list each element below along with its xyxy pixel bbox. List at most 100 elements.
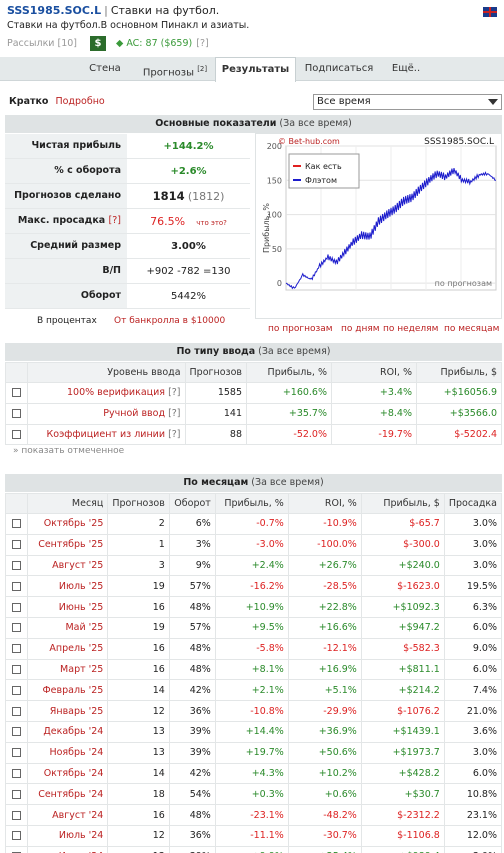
table-row: Июль '24 12 36% -11.1% -30.7% $-1106.8 12.0% xyxy=(5,824,503,847)
chart-link-weeks[interactable]: по неделям xyxy=(383,324,439,334)
show-selected-link[interactable]: » показать отмеченное xyxy=(13,446,125,456)
chart-link-forecasts[interactable]: по прогнозам xyxy=(268,324,333,334)
tab-more[interactable]: Ещё.. xyxy=(391,63,421,74)
month-cell[interactable]: Октябрь '24 xyxy=(26,762,109,785)
month-cell[interactable]: Сентябрь '24 xyxy=(26,783,109,806)
table-row: Август '24 16 48% -23.1% -48.2% $-2312.2 23.1% xyxy=(5,804,503,826)
bankroll-link[interactable]: От банкролла в $10000 xyxy=(114,316,226,326)
y-tick-label: 50 xyxy=(272,245,282,254)
what-is-it-link[interactable]: что это? xyxy=(196,218,227,227)
ac-stat: ◆ AC: 87 ($659) xyxy=(116,37,193,49)
profit-chart: 0 50 100 150 200 Прибыль, % SSS1985.SOC.L © Bet… xyxy=(255,133,502,319)
table-row: Сентябрь '24 18 54% +0.3% +0.6% +$30.7 10.8% xyxy=(5,783,503,806)
row-checkbox[interactable] xyxy=(12,789,21,799)
row-checkbox[interactable] xyxy=(12,664,21,674)
row-checkbox[interactable] xyxy=(12,768,21,778)
month-cell[interactable]: Сентябрь '25 xyxy=(26,533,109,556)
row-checkbox[interactable] xyxy=(12,540,21,550)
stat-turnover: Оборот 5442% xyxy=(5,284,250,309)
types-header: По типу ввода (За все время) xyxy=(5,343,502,361)
mode-detailed[interactable]: Подробно xyxy=(55,96,105,107)
profile-name[interactable]: SSS1985.SOC.L xyxy=(7,4,102,17)
tab-results[interactable]: Результаты xyxy=(215,57,296,82)
table-row: Сентябрь '25 1 3% -3.0% -100.0% $-300.0 3.0% xyxy=(5,533,503,556)
row-checkbox[interactable] xyxy=(12,429,21,439)
row-checkbox[interactable] xyxy=(12,644,21,654)
profit-chart-svg: 0 50 100 150 200 Прибыль, % SSS1985.SOC.L © Bet… xyxy=(262,137,497,291)
month-cell[interactable]: Август '24 xyxy=(26,804,109,826)
ac-help-link[interactable]: [?] xyxy=(196,37,209,49)
drawdown-help[interactable]: [?] xyxy=(108,215,121,226)
month-cell[interactable]: Октябрь '25 xyxy=(26,513,109,535)
tab-bar: Стена Прогнозы [2] Результаты Подписатьс… xyxy=(0,57,504,82)
month-cell[interactable]: Декабрь '24 xyxy=(26,720,109,743)
profile-header: SSS1985.SOC.L | Ставки на футбол. Ставки н… xyxy=(0,0,504,56)
percent-label: В процентах xyxy=(37,316,97,326)
profile-description: Ставки на футбол.В основном Пинакл и ази… xyxy=(7,20,250,31)
month-cell[interactable]: Март '25 xyxy=(26,658,109,681)
chart-link-days[interactable]: по дням xyxy=(341,324,380,334)
row-checkbox[interactable] xyxy=(12,581,21,591)
month-cell[interactable]: Июль '24 xyxy=(26,824,109,847)
stat-wlp: В/П +902 -782 =130 xyxy=(5,259,250,284)
table-row: Ручной ввод [?] 141 +35.7% +8.4% +$3566.0 xyxy=(5,402,502,425)
row-checkbox[interactable] xyxy=(12,623,21,633)
month-cell[interactable]: Апрель '25 xyxy=(26,637,109,660)
row-checkbox[interactable] xyxy=(12,685,21,695)
table-row: Декабрь '24 13 39% +14.4% +36.9% +$1439.1 3.6% xyxy=(5,720,503,743)
month-cell[interactable]: Май '25 xyxy=(26,616,109,639)
table-row: Январь '25 12 36% -10.8% -29.9% $-1076.2 21.0% xyxy=(5,700,503,722)
y-tick-label: 100 xyxy=(267,211,282,220)
row-checkbox[interactable] xyxy=(12,519,21,529)
row-checkbox[interactable] xyxy=(12,388,21,398)
row-checkbox[interactable] xyxy=(12,748,21,758)
table-row: Коэффициент из линии [?] 88 -52.0% -19.7% $-… xyxy=(5,423,502,446)
row-checkbox[interactable] xyxy=(12,706,21,716)
table-row: 100% верификация [?] 1585 +160.6% +3.4% +$16… xyxy=(5,382,502,404)
series-line-flat xyxy=(285,167,496,290)
table-row: Июль '25 19 57% -16.2% -28.5% $-1623.0 19.5% xyxy=(5,575,503,598)
row-checkbox[interactable] xyxy=(12,810,21,820)
months-header: По месяцам (За все время) xyxy=(5,474,502,492)
row-checkbox[interactable] xyxy=(12,560,21,570)
mailing-link[interactable]: Рассылки [10] xyxy=(7,37,78,49)
month-cell[interactable]: Февраль '25 xyxy=(26,679,109,702)
stat-max-drawdown: Макс. просадка [?] 76.5% что это? xyxy=(5,209,250,234)
period-select[interactable]: Все время xyxy=(313,94,502,110)
row-checkbox[interactable] xyxy=(12,409,21,419)
y-tick-label: 0 xyxy=(277,279,282,288)
uk-flag-icon[interactable] xyxy=(483,7,497,17)
types-table: Уровень ввода Прогнозов Прибыль, % ROI, % Пр… xyxy=(5,362,502,446)
tab-forecasts[interactable]: Прогнозы [2] xyxy=(142,65,208,79)
month-cell[interactable]: Ноябрь '24 xyxy=(26,741,109,764)
table-row: Март '25 16 48% +8.1% +16.9% +$811.1 6.0% xyxy=(5,658,503,681)
table-row: Февраль '25 14 42% +2.1% +5.1% +$214.2 7.4% xyxy=(5,679,503,702)
month-cell[interactable]: Январь '25 xyxy=(26,700,109,722)
table-row: Ноябрь '24 13 39% +19.7% +50.6% +$1973.7 3.0% xyxy=(5,741,503,764)
y-tick-label: 150 xyxy=(267,176,282,185)
row-checkbox[interactable] xyxy=(12,727,21,737)
month-cell[interactable]: Июнь '25 xyxy=(26,596,109,618)
month-cell[interactable]: Август '25 xyxy=(26,554,109,577)
chart-link-months[interactable]: по месяцам xyxy=(444,324,500,334)
table-row: Май '25 19 57% +9.5% +16.6% +$947.2 6.0% xyxy=(5,616,503,639)
tab-wall[interactable]: Стена xyxy=(89,63,121,74)
mode-short[interactable]: Кратко xyxy=(9,96,49,107)
month-cell[interactable]: Июль '25 xyxy=(26,575,109,598)
stat-net-profit: Чистая прибыль +144.2% xyxy=(5,134,250,159)
months-table: Месяц Прогнозов Оборот Прибыль, % ROI, % Приб… xyxy=(5,493,503,853)
table-row: Октябрь '25 2 6% -0.7% -10.9% $-65.7 3.0% xyxy=(5,513,503,535)
month-cell[interactable]: Июнь '24 xyxy=(26,845,109,853)
stat-avg-size: Средний размер 3.00% xyxy=(5,234,250,259)
table-row: Октябрь '24 14 42% +4.3% +10.2% +$428.2 6.0% xyxy=(5,762,503,785)
y-axis-label: Прибыль, % xyxy=(262,203,271,253)
tab-subscribe[interactable]: Подписаться xyxy=(304,63,374,74)
dollar-button[interactable]: $ xyxy=(90,35,107,51)
legend-label: Флэтом xyxy=(305,176,337,185)
row-checkbox[interactable] xyxy=(12,602,21,612)
main-stats-header: Основные показатели (За все время) xyxy=(5,115,502,133)
row-checkbox[interactable] xyxy=(12,831,21,841)
y-tick-label: 200 xyxy=(267,142,282,151)
profile-tagline: Ставки на футбол. xyxy=(110,4,220,17)
